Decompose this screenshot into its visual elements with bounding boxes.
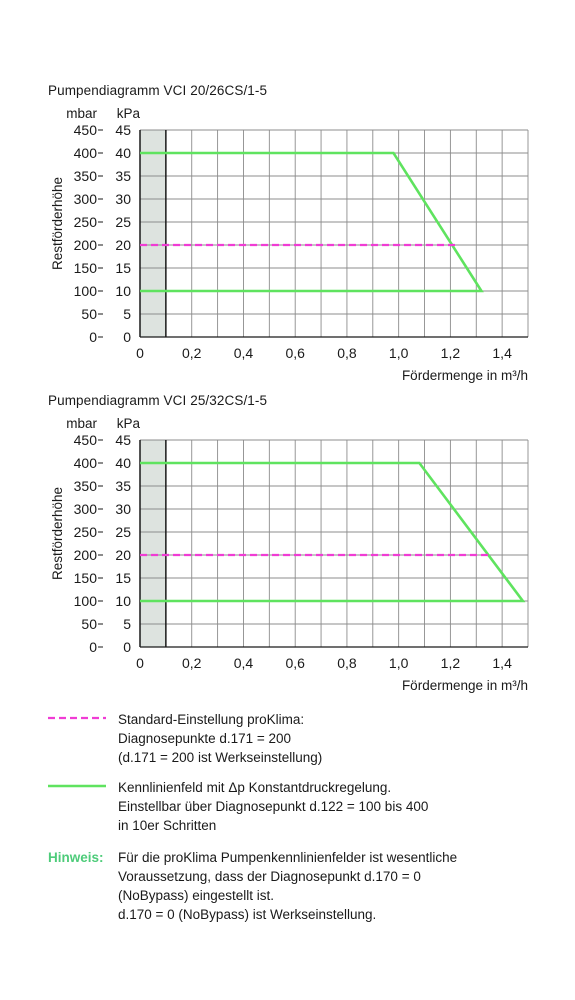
x-tick-label: 0,4: [234, 345, 254, 361]
y-tick-label-kpa: 0: [123, 329, 131, 345]
y-tick-label-mbar: 100: [74, 283, 98, 299]
x-axis-label: Fördermenge in m³/h: [402, 678, 528, 693]
y-tick-label-mbar: 100: [74, 593, 98, 609]
y-tick-label-mbar: 400: [74, 455, 98, 471]
x-axis-label: Fördermenge in m³/h: [402, 368, 528, 383]
y-axis-label: Restförderhöhe: [50, 177, 65, 270]
y-tick-label-mbar: 150: [74, 260, 98, 276]
y-tick-label-mbar: 450: [74, 122, 98, 138]
y-unit-mbar: mbar: [66, 416, 97, 431]
y-tick-label-mbar: 300: [74, 501, 98, 517]
y-tick-label-mbar: 50: [81, 306, 97, 322]
y-tick-label-mbar: 0: [89, 639, 97, 655]
x-tick-label: 0,4: [234, 655, 254, 671]
series-solid-line: [140, 461, 526, 603]
y-tick-label-kpa: 30: [115, 191, 131, 207]
y-tick-label-kpa: 10: [115, 283, 131, 299]
x-tick-label: 1,4: [492, 655, 512, 671]
note-label: Hinweis:: [48, 850, 104, 865]
legend-dashed-line: Diagnosepunkte d.171 = 200: [118, 731, 292, 746]
y-tick-label-kpa: 5: [123, 616, 131, 632]
x-tick-label: 1,2: [441, 345, 461, 361]
x-tick-label: 0,6: [285, 345, 305, 361]
x-tick-label: 0: [136, 655, 144, 671]
note-line: Für die proKlima Pumpenkennlinienfelder …: [118, 850, 458, 865]
y-tick-label-kpa: 20: [115, 237, 131, 253]
legend-solid-line: in 10er Schritten: [118, 818, 217, 833]
x-tick-label: 0,8: [337, 345, 357, 361]
shaded-region: [140, 130, 166, 337]
y-tick-label-kpa: 15: [115, 570, 131, 586]
legend-solid-line: Einstellbar über Diagnosepunkt d.122 = 1…: [118, 799, 429, 814]
y-tick-label-kpa: 0: [123, 639, 131, 655]
x-tick-label: 0,6: [285, 655, 305, 671]
y-tick-label-mbar: 450: [74, 432, 98, 448]
y-axis-label: Restförderhöhe: [50, 487, 65, 580]
note-line: (NoBypass) eingestellt ist.: [118, 888, 275, 903]
x-tick-label: 0,2: [182, 655, 202, 671]
legend-dashed-line: Standard-Einstellung proKlima:: [118, 712, 305, 727]
x-tick-label: 0,8: [337, 655, 357, 671]
y-tick-label-kpa: 35: [115, 478, 131, 494]
y-tick-label-kpa: 5: [123, 306, 131, 322]
y-unit-kpa: kPa: [117, 416, 141, 431]
y-tick-label-kpa: 25: [115, 214, 131, 230]
chart-1-title: Pumpendiagramm VCI 20/26CS/1-5: [48, 83, 268, 98]
y-tick-label-mbar: 200: [74, 547, 98, 563]
shaded-region: [140, 440, 166, 647]
y-tick-label-mbar: 350: [74, 478, 98, 494]
note-line: d.170 = 0 (NoBypass) ist Werkseinstellun…: [118, 907, 377, 922]
y-unit-kpa: kPa: [117, 106, 141, 121]
y-tick-label-kpa: 40: [115, 455, 131, 471]
y-tick-label-kpa: 45: [115, 432, 131, 448]
y-tick-label-kpa: 35: [115, 168, 131, 184]
x-tick-label: 0: [136, 345, 144, 361]
series-solid-line: [140, 151, 484, 293]
y-tick-label-kpa: 30: [115, 501, 131, 517]
y-tick-label-mbar: 400: [74, 145, 98, 161]
y-tick-label-kpa: 15: [115, 260, 131, 276]
x-tick-label: 1,2: [441, 655, 461, 671]
x-tick-label: 1,4: [492, 345, 512, 361]
chart-2-title: Pumpendiagramm VCI 25/32CS/1-5: [48, 393, 268, 408]
y-tick-label-mbar: 200: [74, 237, 98, 253]
y-tick-label-mbar: 300: [74, 191, 98, 207]
y-unit-mbar: mbar: [66, 106, 97, 121]
y-tick-label-mbar: 250: [74, 214, 98, 230]
legend-dashed-swatch: [48, 716, 106, 720]
x-tick-label: 1,0: [389, 655, 409, 671]
y-tick-label-kpa: 20: [115, 547, 131, 563]
y-tick-label-kpa: 25: [115, 524, 131, 540]
legend-solid-line: Kennlinienfeld mit Δp Konstantdruckregel…: [118, 780, 392, 795]
y-tick-label-kpa: 10: [115, 593, 131, 609]
note-line: Voraussetzung, dass der Diagnosepunkt d.…: [118, 869, 421, 884]
x-tick-label: 0,2: [182, 345, 202, 361]
y-tick-label-kpa: 40: [115, 145, 131, 161]
x-tick-label: 1,0: [389, 345, 409, 361]
y-tick-label-mbar: 50: [81, 616, 97, 632]
y-tick-label-mbar: 250: [74, 524, 98, 540]
y-tick-label-mbar: 150: [74, 570, 98, 586]
y-tick-label-mbar: 350: [74, 168, 98, 184]
legend-solid-swatch: [48, 784, 106, 788]
legend-dashed-line: (d.171 = 200 ist Werkseinstellung): [118, 750, 323, 765]
y-tick-label-kpa: 45: [115, 122, 131, 138]
y-tick-label-mbar: 0: [89, 329, 97, 345]
